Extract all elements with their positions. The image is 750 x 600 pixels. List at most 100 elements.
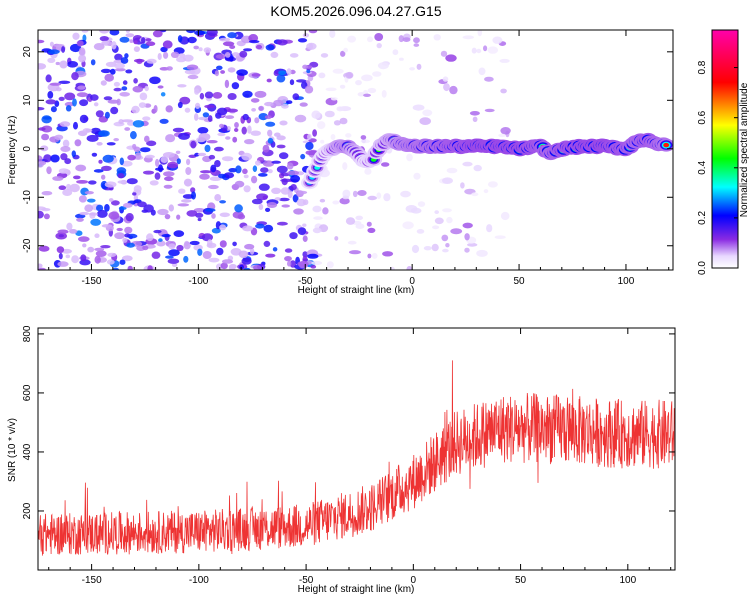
noise-blob (392, 49, 399, 56)
noise-blob (214, 194, 222, 202)
noise-blob (402, 221, 414, 230)
noise-blob (114, 232, 125, 240)
noise-blob (345, 217, 356, 225)
noise-blob (367, 36, 373, 43)
noise-blob (144, 154, 155, 159)
noise-blob (276, 39, 288, 46)
noise-blob (409, 67, 415, 71)
noise-blob (78, 195, 87, 203)
noise-blob (190, 187, 196, 193)
noise-blob (242, 225, 254, 232)
noise-blob (339, 117, 348, 125)
noise-blob (156, 240, 166, 247)
noise-blob (165, 134, 176, 143)
noise-blob (71, 72, 79, 81)
noise-blob (65, 254, 71, 259)
noise-blob (464, 233, 470, 241)
noise-blob (286, 162, 294, 170)
noise-blob (248, 40, 260, 44)
noise-blob (382, 251, 394, 257)
noise-blob (49, 41, 54, 47)
noise-blob (82, 243, 87, 248)
colorbar-label: Normalized spectral amplitude (739, 82, 750, 217)
noise-blob (399, 57, 404, 61)
noise-blob (473, 164, 482, 172)
noise-blob (345, 133, 352, 138)
noise-blob (224, 52, 231, 58)
noise-blob (122, 237, 128, 243)
noise-blob (234, 128, 239, 132)
noise-blob (367, 195, 378, 201)
noise-blob (262, 160, 275, 167)
noise-blob (483, 189, 489, 194)
noise-blob (125, 30, 130, 33)
noise-blob (144, 135, 150, 143)
noise-blob (41, 115, 52, 124)
noise-blob (52, 176, 64, 181)
noise-blob (104, 73, 114, 82)
noise-blob (376, 192, 382, 199)
noise-blob (278, 197, 290, 202)
noise-blob (372, 71, 382, 77)
noise-blob (111, 41, 117, 50)
noise-blob (381, 90, 387, 98)
noise-blob (197, 217, 202, 222)
noise-blob (133, 58, 145, 63)
noise-blob (279, 120, 288, 126)
noise-blob (434, 217, 444, 225)
noise-blob (471, 192, 479, 197)
noise-blob (58, 96, 65, 101)
noise-blob (281, 204, 291, 208)
noise-blob (227, 93, 237, 100)
noise-blob (413, 37, 420, 44)
noise-blob (177, 84, 187, 88)
colorbar-tick-label: 0.4 (697, 160, 708, 174)
noise-blob (266, 202, 278, 208)
noise-blob (58, 80, 71, 85)
noise-blob (125, 69, 133, 74)
noise-blob (41, 133, 50, 141)
noise-blob (162, 40, 173, 49)
noise-blob (406, 266, 413, 270)
noise-blob (58, 185, 67, 190)
noise-blob (336, 106, 344, 112)
noise-blob (262, 144, 270, 153)
noise-blob (226, 108, 238, 113)
noise-blob (183, 178, 193, 187)
noise-blob (75, 164, 87, 172)
noise-blob (413, 172, 421, 180)
noise-blob (121, 86, 128, 91)
noise-blob (440, 50, 448, 57)
noise-blob (66, 183, 71, 191)
noise-blob (305, 141, 314, 151)
noise-blob (98, 130, 110, 137)
noise-blob (101, 40, 110, 45)
noise-blob (432, 225, 440, 230)
noise-blob (239, 50, 248, 58)
noise-blob (61, 46, 66, 53)
noise-blob (237, 213, 246, 220)
noise-blob (119, 36, 130, 43)
noise-blob (221, 259, 234, 264)
noise-blob (222, 41, 235, 47)
noise-blob (276, 144, 286, 149)
noise-blob (43, 213, 50, 220)
snr-y-label: SNR (10 * v/v) (7, 418, 18, 482)
noise-blob (96, 204, 104, 212)
noise-blob (251, 108, 256, 112)
noise-blob (93, 169, 104, 173)
spectrogram-frame (37, 29, 674, 271)
noise-blob (110, 68, 116, 75)
noise-blob (71, 255, 79, 264)
noise-blob (500, 88, 507, 94)
noise-blob (90, 59, 96, 66)
noise-blob (133, 146, 141, 153)
noise-blob (217, 132, 226, 137)
noise-blob (416, 229, 425, 234)
noise-blob (183, 241, 191, 250)
noise-blob (442, 76, 449, 82)
noise-blob (220, 70, 226, 74)
noise-blob (62, 139, 70, 148)
noise-blob (402, 37, 411, 42)
noise-blob (195, 102, 201, 109)
